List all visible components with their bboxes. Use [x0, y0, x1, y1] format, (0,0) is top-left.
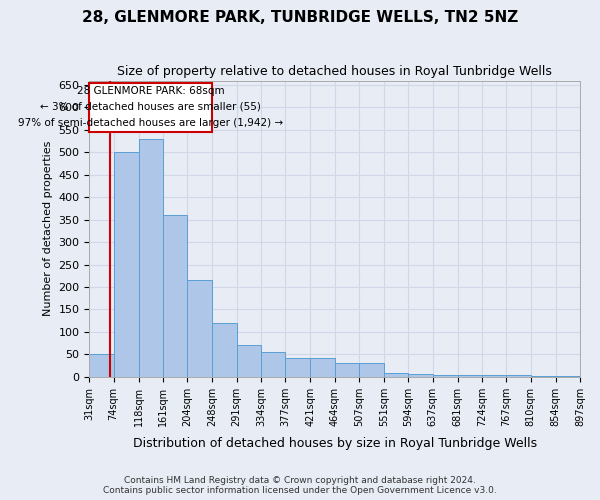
Bar: [482, 376, 506, 377]
X-axis label: Distribution of detached houses by size in Royal Tunbridge Wells: Distribution of detached houses by size …: [133, 437, 537, 450]
Bar: [384, 373, 409, 377]
Bar: [261, 352, 286, 377]
Bar: [310, 358, 335, 377]
Bar: [286, 358, 310, 377]
Bar: [212, 323, 236, 377]
Bar: [359, 364, 384, 377]
Text: 28 GLENMORE PARK: 68sqm: 28 GLENMORE PARK: 68sqm: [77, 86, 224, 97]
Bar: [163, 215, 187, 377]
Bar: [433, 374, 458, 377]
Text: ← 3% of detached houses are smaller (55): ← 3% of detached houses are smaller (55): [40, 102, 261, 112]
Bar: [335, 364, 359, 377]
Text: Contains HM Land Registry data © Crown copyright and database right 2024.
Contai: Contains HM Land Registry data © Crown c…: [103, 476, 497, 495]
Text: 28, GLENMORE PARK, TUNBRIDGE WELLS, TN2 5NZ: 28, GLENMORE PARK, TUNBRIDGE WELLS, TN2 …: [82, 10, 518, 25]
Bar: [139, 139, 163, 377]
Bar: [506, 376, 531, 377]
Bar: [409, 374, 433, 377]
Title: Size of property relative to detached houses in Royal Tunbridge Wells: Size of property relative to detached ho…: [117, 65, 552, 78]
Bar: [236, 346, 261, 377]
Bar: [89, 354, 113, 377]
FancyBboxPatch shape: [89, 83, 212, 132]
Bar: [187, 280, 212, 377]
Bar: [458, 374, 482, 377]
Text: 97% of semi-detached houses are larger (1,942) →: 97% of semi-detached houses are larger (…: [18, 118, 283, 128]
Y-axis label: Number of detached properties: Number of detached properties: [43, 141, 53, 316]
Bar: [113, 152, 139, 377]
